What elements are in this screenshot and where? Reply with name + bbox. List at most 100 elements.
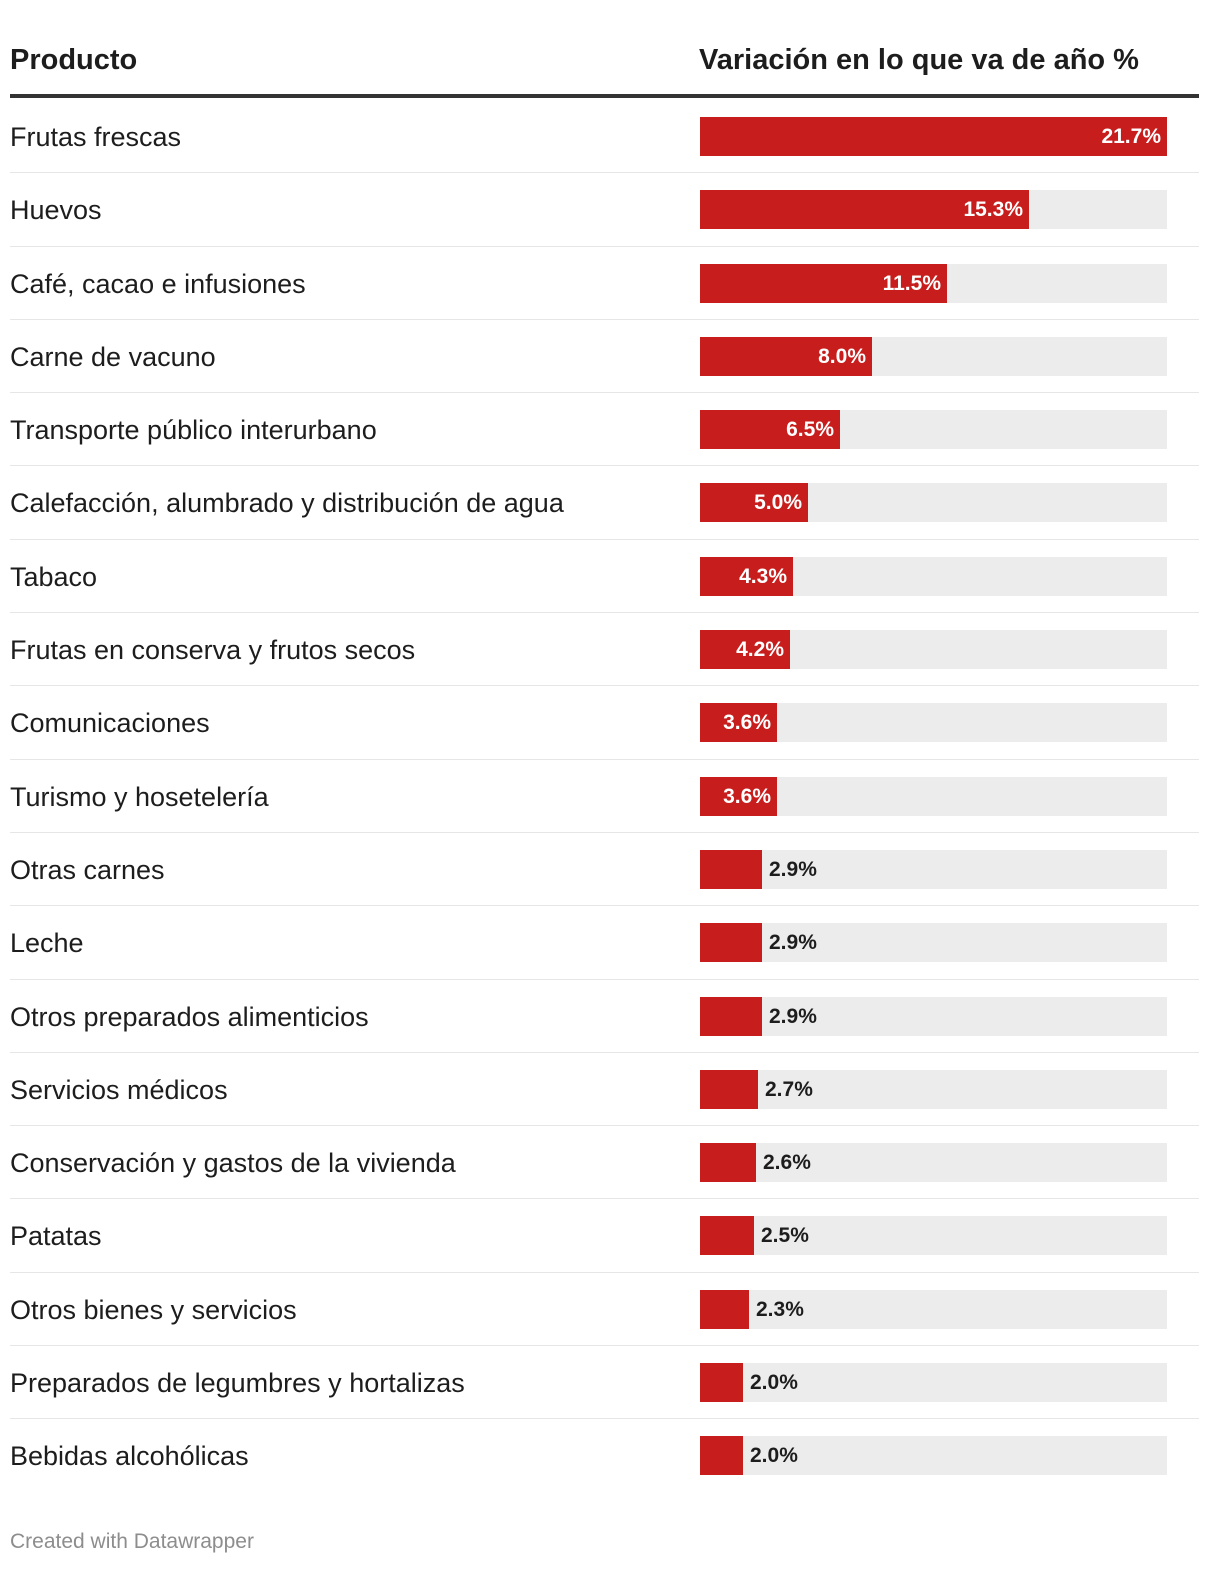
bar (700, 1289, 749, 1329)
value-label: 21.7% (1101, 125, 1161, 148)
table-row: Transporte público interurbano 6.5% (10, 393, 1199, 467)
value-label: 5.0% (754, 491, 802, 515)
value-label: 3.6% (723, 784, 771, 808)
row-label: Huevos (10, 195, 102, 226)
table-row: Comunicaciones 3.6% (10, 686, 1199, 760)
row-label: Calefacción, alumbrado y distribución de… (10, 488, 564, 519)
table-row: Frutas en conserva y frutos secos 4.2% (10, 613, 1199, 687)
bar (700, 776, 777, 816)
bar-track: 4.2% (700, 630, 1167, 670)
table-row: Tabaco 4.3% (10, 540, 1199, 614)
bar (700, 410, 840, 450)
bar-track: 15.3% (700, 190, 1167, 230)
bar-track: 11.5% (700, 263, 1167, 303)
value-label: 8.0% (818, 344, 866, 368)
column-header-product: Producto (10, 44, 138, 76)
bar-track: 21.7% (700, 117, 1167, 156)
row-label: Otros preparados alimenticios (10, 1001, 369, 1032)
value-label: 2.3% (756, 1297, 804, 1321)
value-label: 2.7% (765, 1077, 813, 1101)
value-label: 2.0% (750, 1444, 798, 1468)
bar-track: 2.7% (700, 1069, 1167, 1109)
bar-track: 2.3% (700, 1289, 1167, 1329)
bar-track: 4.3% (700, 556, 1167, 596)
bar (700, 1069, 758, 1109)
value-label: 4.3% (739, 564, 787, 588)
table-row: Leche 2.9% (10, 906, 1199, 980)
bar (700, 1143, 756, 1183)
row-label: Comunicaciones (10, 708, 210, 739)
bar-track: 5.0% (700, 483, 1167, 523)
row-label: Transporte público interurbano (10, 415, 377, 446)
bar (700, 996, 762, 1036)
value-label: 2.5% (761, 1224, 809, 1248)
table-row: Otras carnes 2.9% (10, 833, 1199, 907)
bar (700, 336, 872, 376)
table-row: Servicios médicos 2.7% (10, 1053, 1199, 1127)
bar-track: 2.6% (700, 1143, 1167, 1183)
bar-track: 2.0% (700, 1436, 1167, 1476)
value-label: 3.6% (723, 711, 771, 735)
bar (700, 263, 947, 303)
column-header-variation: Variación en lo que va de año % (699, 44, 1139, 76)
bar (700, 190, 1029, 230)
value-label: 2.9% (769, 931, 817, 955)
table-row: Frutas frescas 21.7% (10, 100, 1199, 174)
row-label: Otras carnes (10, 854, 165, 885)
bar (700, 1363, 743, 1403)
row-label: Bebidas alcohólicas (10, 1441, 249, 1472)
row-label: Frutas frescas (10, 122, 182, 152)
bar (700, 1216, 754, 1256)
table-row: Turismo y hosetelería 3.6% (10, 760, 1199, 833)
bar (700, 1436, 743, 1476)
bar-track: 2.5% (700, 1216, 1167, 1256)
bar (700, 703, 777, 743)
bar-track: 3.6% (700, 776, 1167, 816)
value-label: 2.9% (769, 1004, 817, 1028)
bar-track: 2.9% (700, 849, 1167, 889)
table-row: Bebidas alcohólicas 2.0% (10, 1419, 1199, 1492)
table-row: Calefacción, alumbrado y distribución de… (10, 466, 1199, 540)
bar (700, 117, 1167, 156)
row-label: Frutas en conserva y frutos secos (10, 635, 416, 666)
value-label: 4.2% (736, 638, 784, 662)
bar-track: 2.0% (700, 1363, 1167, 1403)
bar-track: 3.6% (700, 703, 1167, 743)
table-row: Otros preparados alimenticios 2.9% (10, 980, 1199, 1053)
value-label: 2.0% (750, 1371, 798, 1395)
bar (700, 849, 762, 889)
table-header: Producto Variación en lo que va de año % (10, 0, 1199, 98)
table-row: Café, cacao e infusiones 11.5% (10, 247, 1199, 320)
bar-table-body: Frutas frescas 21.7% Huevos 15.3% Café, caca… (10, 100, 1199, 1493)
table-row: Conservación y gastos de la vivienda 2.6% (10, 1126, 1199, 1200)
bar (700, 630, 790, 670)
bar-track: 2.9% (700, 923, 1167, 963)
row-label: Leche (10, 928, 84, 959)
row-label: Carne de vacuno (10, 341, 216, 372)
row-label: Café, cacao e infusiones (10, 268, 306, 299)
value-label: 11.5% (882, 271, 941, 295)
row-label: Turismo y hosetelería (10, 781, 269, 812)
bar-track: 8.0% (700, 336, 1167, 376)
bar-track: 2.9% (700, 996, 1167, 1036)
value-label: 2.9% (769, 857, 817, 881)
row-label: Conservación y gastos de la vivienda (10, 1148, 456, 1179)
bar (700, 483, 808, 523)
row-label: Servicios médicos (10, 1074, 228, 1105)
value-label: 2.6% (763, 1151, 811, 1175)
table-row: Preparados de legumbres y hortalizas 2.0% (10, 1346, 1199, 1420)
table-row: Huevos 15.3% (10, 173, 1199, 247)
row-label: Otros bienes y servicios (10, 1294, 297, 1325)
table-row: Otros bienes y servicios 2.3% (10, 1273, 1199, 1347)
datawrapper-credit[interactable]: Created with Datawrapper (10, 1530, 254, 1553)
value-label: 6.5% (786, 418, 834, 442)
table-row: Patatas 2.5% (10, 1199, 1199, 1273)
bar (700, 923, 762, 963)
row-label: Tabaco (10, 561, 98, 592)
row-label: Preparados de legumbres y hortalizas (10, 1368, 465, 1399)
bar (700, 556, 793, 596)
bar-track: 6.5% (700, 410, 1167, 450)
value-label: 15.3% (963, 198, 1023, 222)
row-label: Patatas (10, 1221, 102, 1252)
table-row: Carne de vacuno 8.0% (10, 320, 1199, 394)
